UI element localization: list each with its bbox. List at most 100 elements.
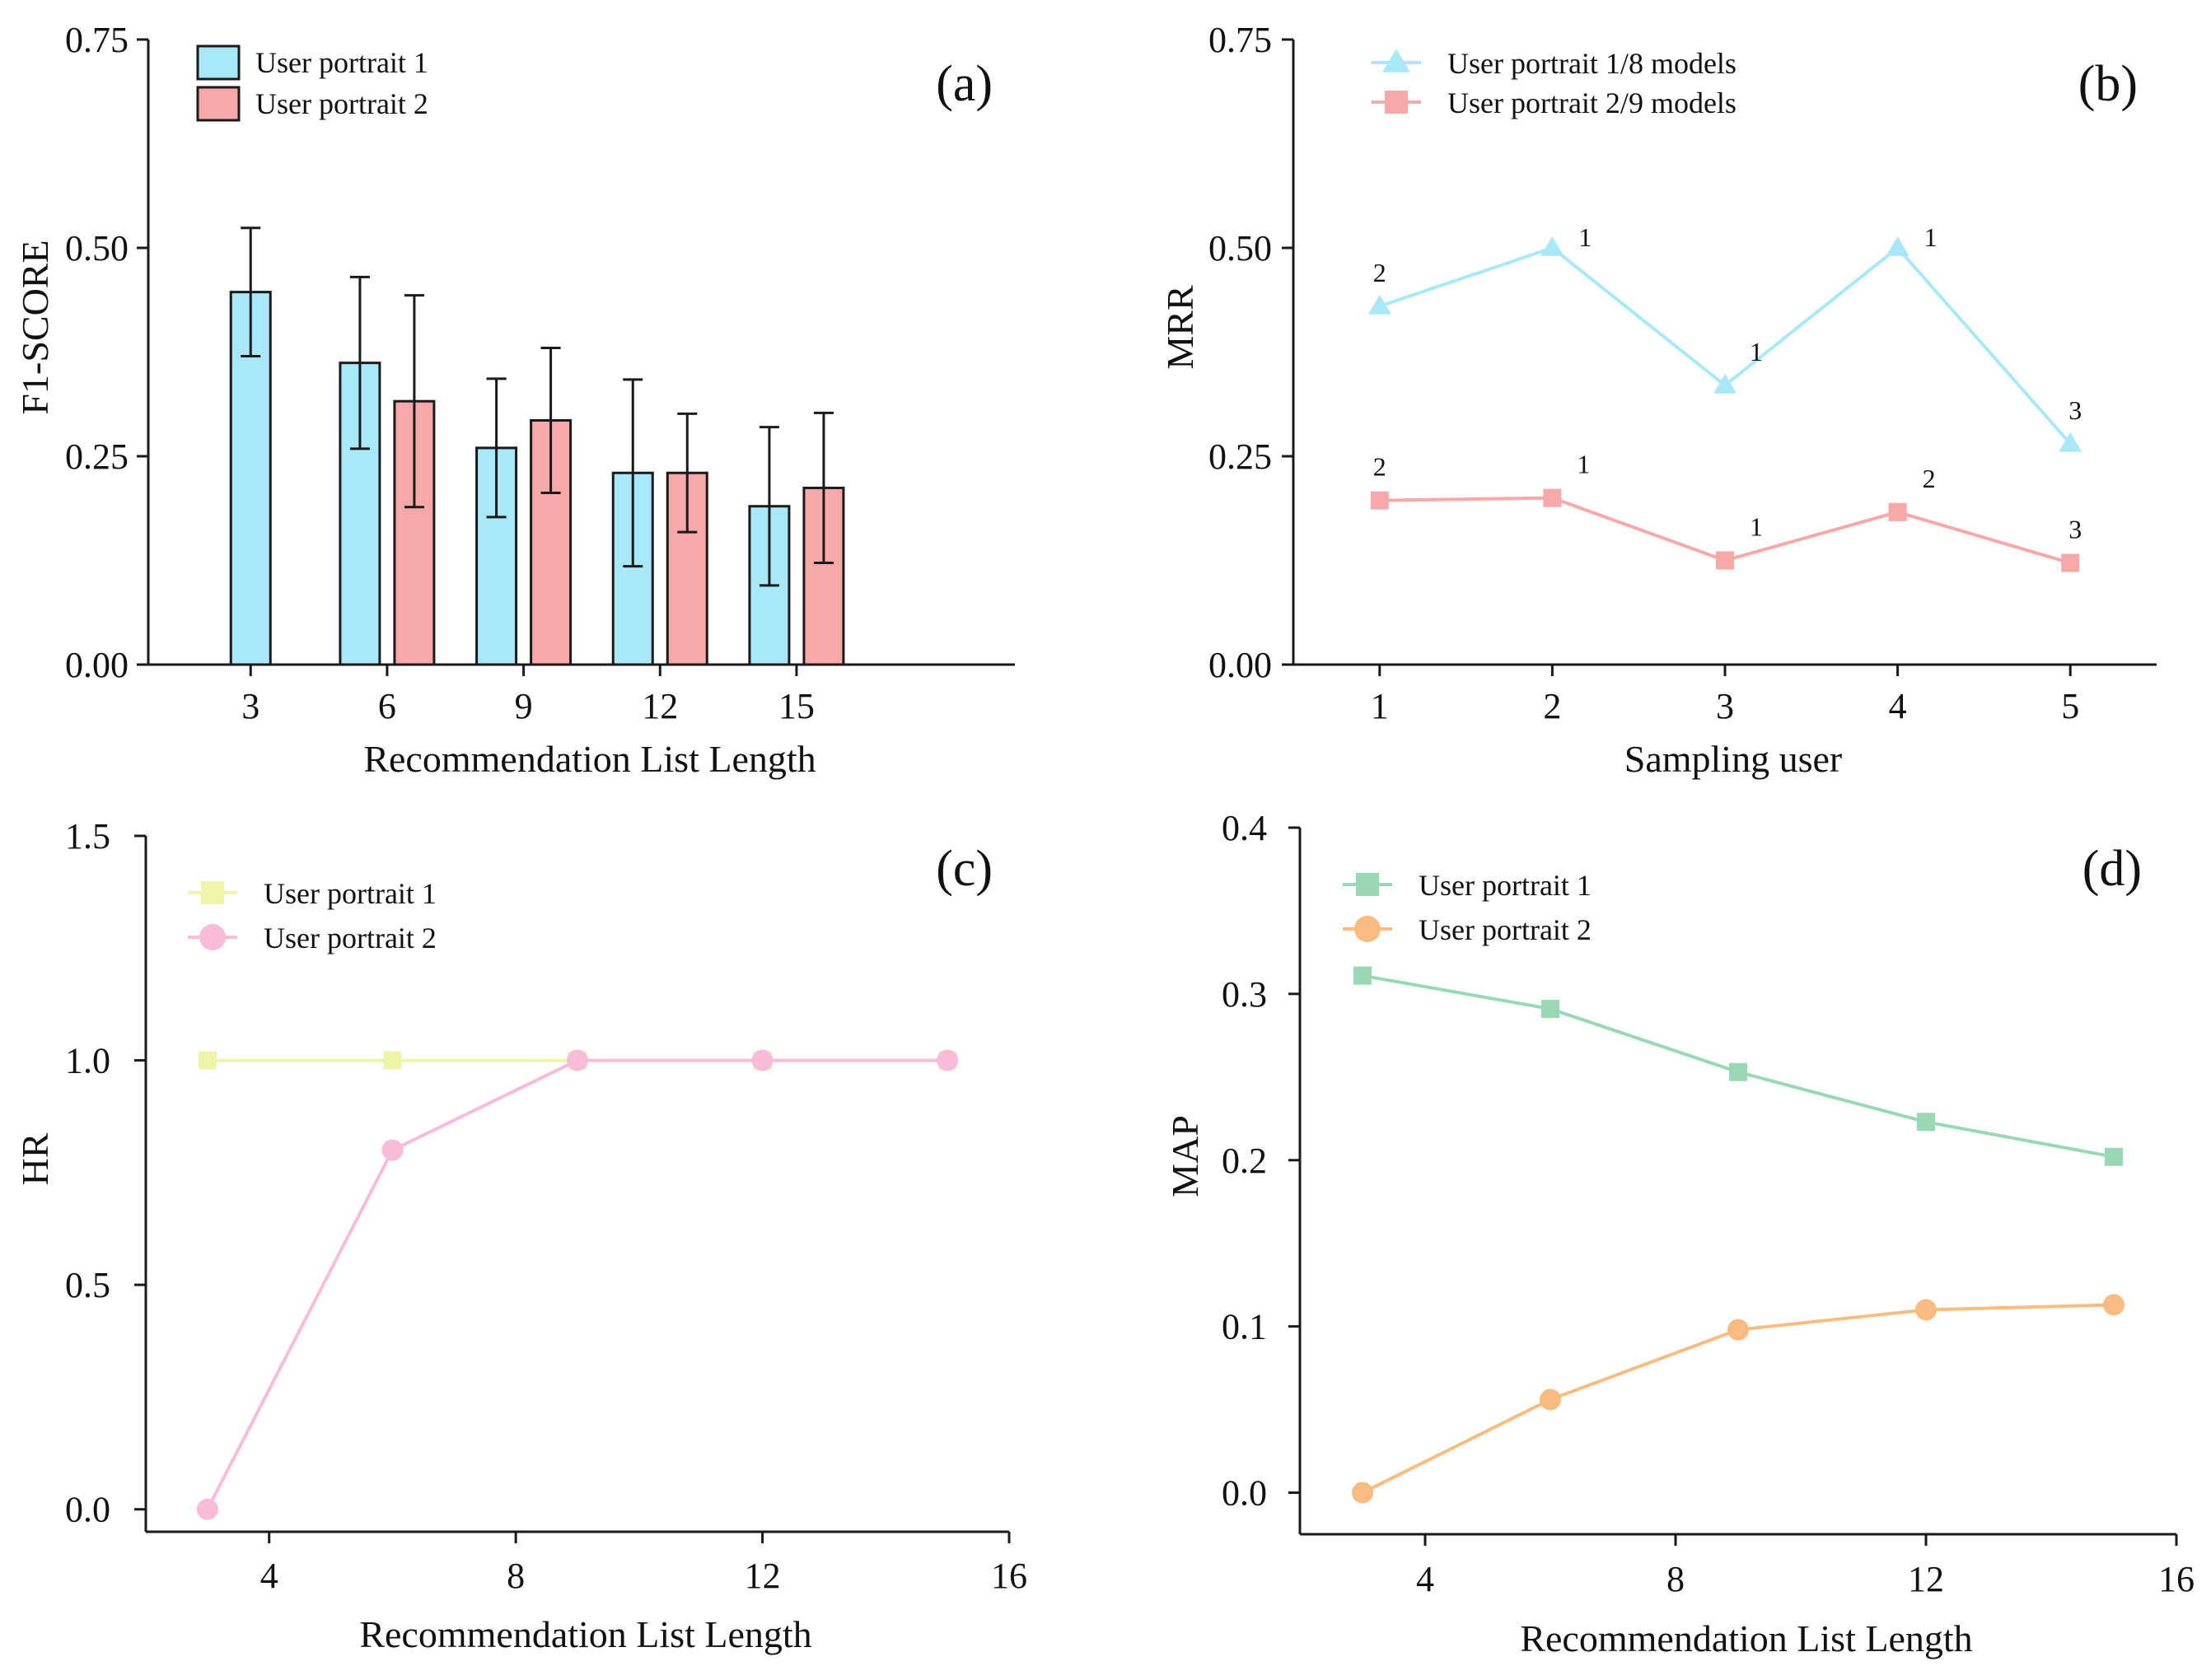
- y-tick-label-b: 0.25: [1208, 436, 1272, 477]
- point-label-b-s2: 3: [2068, 515, 2082, 544]
- legend-label-a-s1: User portrait 1: [255, 46, 428, 79]
- legend-marker-b-s2: [1385, 91, 1408, 114]
- point-label-b-s2: 1: [1577, 450, 1590, 479]
- x-axis-title-d: Recommendation List Length: [1520, 1617, 1972, 1659]
- legend-label-d-s1: User portrait 1: [1419, 869, 1592, 902]
- point-c-s1-x6: [383, 1051, 402, 1070]
- y-tick-label-d: 0.1: [1222, 1307, 1267, 1347]
- x-tick-label-c: 8: [507, 1556, 525, 1596]
- point-label-b-s2: 1: [1750, 512, 1763, 542]
- y-tick-label-c: 1.0: [65, 1041, 110, 1081]
- y-tick-label-c: 0.0: [65, 1490, 110, 1530]
- x-axis-title-b: Sampling user: [1624, 738, 1842, 780]
- point-label-b-s2: 2: [1373, 452, 1386, 482]
- point-b-s2-x2: [1543, 488, 1562, 507]
- point-d-s2-x15: [2103, 1294, 2125, 1316]
- point-d-s1-x3: [1353, 966, 1372, 985]
- x-tick-label-d: 12: [1908, 1559, 1944, 1599]
- y-axis-title-a: F1-SCORE: [14, 240, 56, 414]
- series-line-c-s2: [206, 1058, 948, 1510]
- point-label-b-s1: 1: [1750, 337, 1763, 366]
- x-tick-label-d: 4: [1416, 1559, 1434, 1599]
- point-label-b-s1: 3: [2068, 395, 2082, 425]
- point-label-b-s1: 1: [1578, 222, 1592, 252]
- series-line-b-s1: [1379, 245, 2072, 446]
- legend-label-c-s2: User portrait 2: [264, 922, 437, 954]
- legend-label-b-s2: User portrait 2/9 models: [1447, 86, 1737, 119]
- legend-marker-c-s2: [199, 924, 226, 950]
- point-d-s2-x6: [1540, 1388, 1561, 1411]
- x-tick-label-b: 5: [2061, 686, 2079, 726]
- chart-panel-d: 0.0 0.1 0.2 0.3 0.4 4 8 12 16 Recommendation List…: [1164, 808, 2195, 1659]
- x-tick-label-d: 16: [2158, 1559, 2195, 1599]
- point-b-s2-x3: [1716, 551, 1734, 570]
- x-tick-label-a: 12: [642, 686, 678, 726]
- legend-label-d-s2: User portrait 2: [1419, 913, 1592, 946]
- panel-label-b: (b): [2078, 56, 2138, 112]
- x-tick-label-c: 16: [991, 1556, 1027, 1596]
- y-tick-label-d: 0.0: [1222, 1473, 1267, 1514]
- point-b-s2-x5: [2061, 553, 2080, 572]
- y-tick-label-d: 0.2: [1222, 1141, 1267, 1181]
- y-tick-label-a: 0.00: [65, 645, 129, 685]
- legend-marker-d-s1: [1356, 873, 1379, 896]
- point-d-s2-x12: [1915, 1299, 1937, 1321]
- x-tick-label-c: 4: [260, 1556, 278, 1596]
- panel-label-d: (d): [2082, 841, 2142, 897]
- x-tick-label-a: 6: [378, 686, 396, 726]
- legend-label-b-s1: User portrait 1/8 models: [1447, 47, 1737, 80]
- x-tick-label-d: 8: [1666, 1559, 1685, 1599]
- point-c-s2-x9: [567, 1049, 588, 1071]
- y-tick-label-a: 0.25: [65, 436, 129, 477]
- x-tick-label-a: 3: [241, 686, 259, 726]
- y-axis-title-b: MRR: [1159, 285, 1201, 370]
- y-tick-label-b: 0.50: [1208, 228, 1272, 268]
- point-b-s1-x4: [1886, 236, 1910, 256]
- y-tick-label-a: 0.50: [65, 228, 129, 268]
- x-tick-label-b: 3: [1716, 686, 1734, 726]
- y-tick-label-d: 0.3: [1222, 974, 1267, 1015]
- point-d-s1-x9: [1729, 1062, 1747, 1081]
- x-axis-title-c: Recommendation List Length: [359, 1613, 811, 1655]
- y-tick-label-a: 0.75: [65, 20, 129, 60]
- point-c-s2-x3: [196, 1498, 218, 1520]
- chart-panel-c: 0.0 0.5 1.0 1.5 4 8 12 16 Recommendation List Le…: [14, 816, 1027, 1655]
- point-label-b-s1: 2: [1373, 258, 1386, 287]
- bar-a-s1-12: [611, 471, 654, 666]
- legend-marker-b-s1: [1382, 49, 1410, 72]
- legend-swatch-a-s1: [196, 44, 241, 81]
- x-axis-title-a: Recommendation List Length: [363, 738, 816, 780]
- legend-label-c-s1: User portrait 1: [264, 877, 437, 910]
- point-d-s2-x3: [1352, 1482, 1373, 1504]
- y-tick-label-b: 0.00: [1208, 645, 1272, 685]
- x-tick-label-c: 12: [745, 1556, 781, 1596]
- point-b-s1-x5: [2059, 432, 2082, 452]
- y-axis-title-c: HR: [14, 1132, 56, 1185]
- y-tick-label-b: 0.75: [1208, 20, 1272, 60]
- point-b-s2-x4: [1888, 502, 1907, 521]
- point-c-s2-x15: [937, 1049, 959, 1071]
- point-d-s1-x12: [1917, 1113, 1935, 1132]
- point-b-s2-x1: [1370, 491, 1389, 510]
- chart-panel-b: 0.00 0.25 0.50 0.75 1 2 3 4 5 Sampling user MRR (b)…: [1159, 20, 2157, 780]
- y-axis-title-d: MAP: [1164, 1115, 1206, 1197]
- x-tick-label-a: 15: [778, 686, 815, 726]
- chart-panel-a: 0.00 0.25 0.50 0.75 3 6 9 12 15 Recommendation Li…: [14, 20, 1015, 780]
- x-tick-label-b: 4: [1889, 686, 1907, 726]
- point-d-s1-x15: [2105, 1147, 2123, 1166]
- x-tick-label-b: 1: [1371, 686, 1389, 726]
- point-d-s1-x6: [1541, 1000, 1559, 1019]
- panel-label-c: (c): [936, 841, 993, 897]
- point-label-b-s2: 2: [1923, 464, 1936, 493]
- legend-marker-c-s1: [201, 881, 224, 904]
- point-c-s2-x12: [751, 1049, 774, 1071]
- point-d-s2-x9: [1727, 1318, 1749, 1341]
- y-tick-label-c: 0.5: [65, 1265, 110, 1305]
- point-c-s2-x6: [381, 1139, 404, 1161]
- point-label-b-s1: 1: [1924, 222, 1938, 252]
- panel-label-a: (a): [936, 56, 993, 112]
- legend-label-a-s2: User portrait 2: [255, 87, 428, 120]
- legend-swatch-a-s2: [196, 86, 241, 122]
- y-tick-label-d: 0.4: [1222, 808, 1267, 848]
